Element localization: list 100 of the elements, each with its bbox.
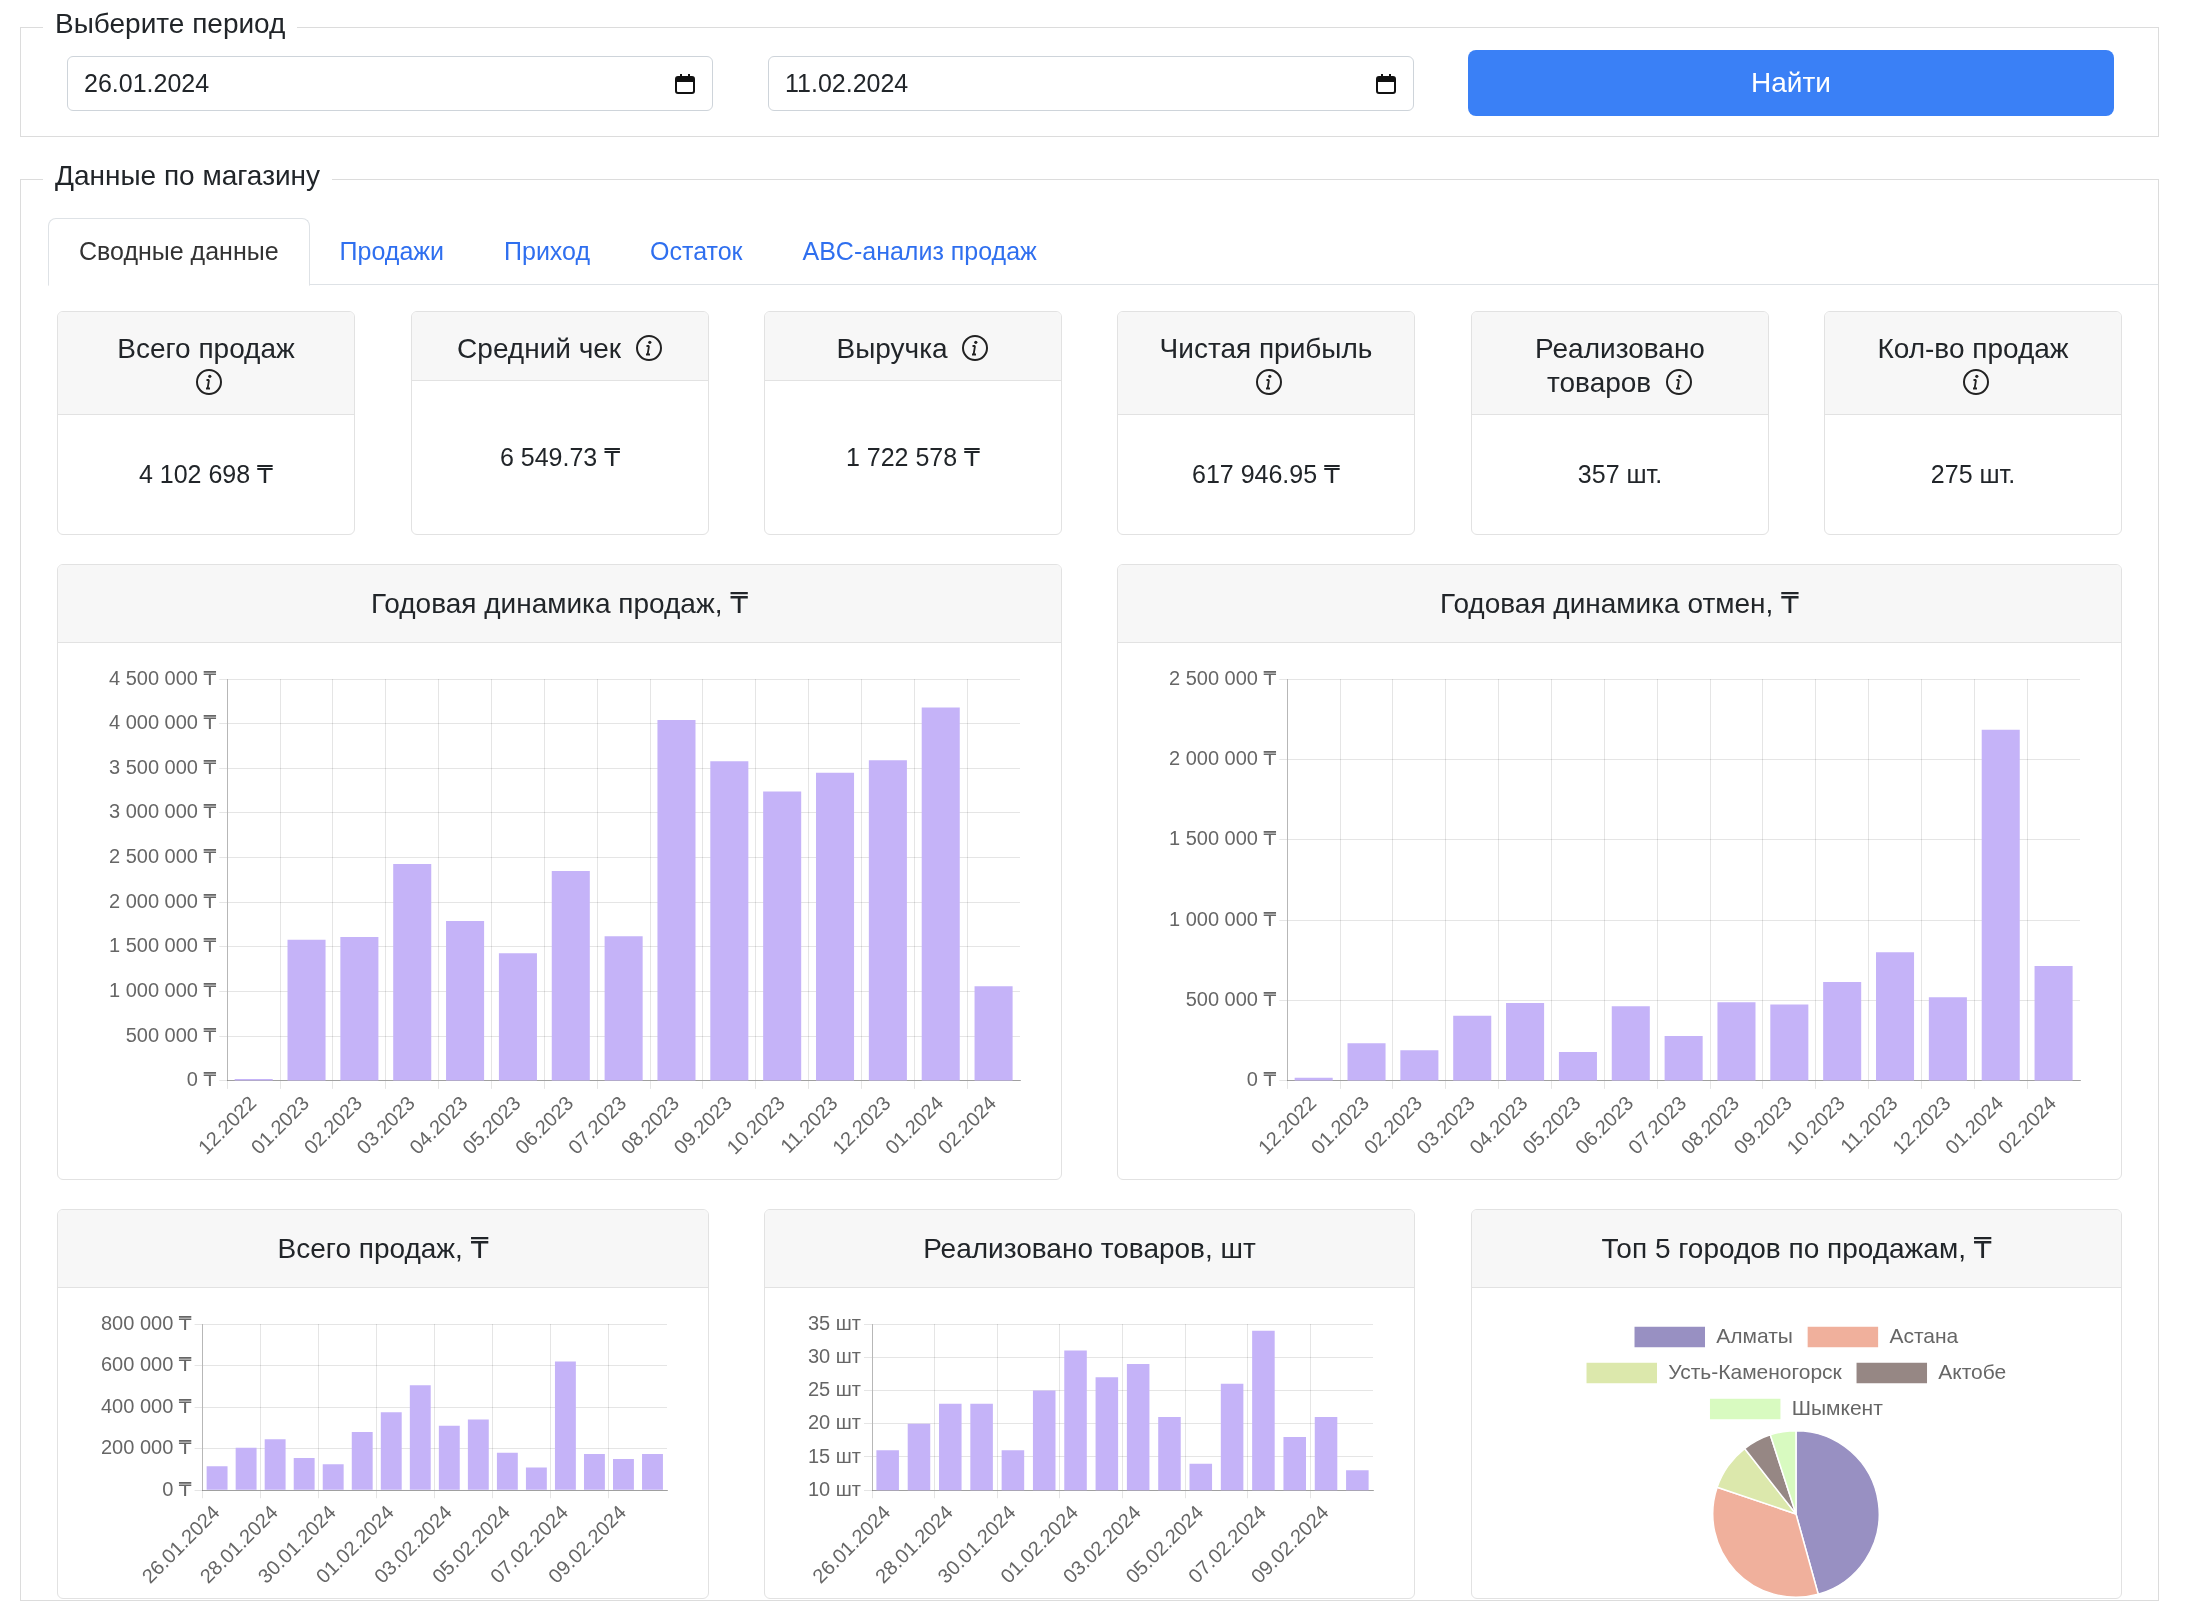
text: Выберите период xyxy=(43,8,298,40)
legend-label: Шымкент xyxy=(1791,1395,1884,1419)
chart-title: Топ 5 городов по продажам, ₸ xyxy=(1472,1210,2121,1288)
text: Продажи xyxy=(338,235,446,267)
y-tick-label: 500 000 ₸ xyxy=(125,1023,217,1046)
bar xyxy=(642,1453,663,1490)
text: 275 шт. xyxy=(1929,459,2017,490)
text: Данные по магазину xyxy=(43,160,333,192)
y-tick-label: 400 000 ₸ xyxy=(101,1394,192,1417)
bar xyxy=(921,707,960,1081)
chart-title: Всего продаж, ₸ xyxy=(58,1210,708,1288)
text: Кол-во продаж xyxy=(1877,333,2069,364)
bar xyxy=(438,1425,460,1490)
text: Сводные данные xyxy=(48,218,310,286)
bar xyxy=(1928,997,1967,1081)
bar xyxy=(496,1452,518,1490)
text: 4 102 698 ₸ xyxy=(137,459,275,490)
text: 1 722 578 ₸ xyxy=(844,442,982,473)
legend-label: Усть-Каменогорск xyxy=(1668,1359,1843,1383)
bar xyxy=(467,1419,489,1490)
y-tick-label: 20 шт xyxy=(807,1411,862,1434)
y-tick-label: 1 000 000 ₸ xyxy=(1168,907,1277,930)
y-tick-label: 1 000 000 ₸ xyxy=(108,979,217,1002)
legend-label: Астана xyxy=(1889,1323,1959,1347)
y-tick-label: 4 500 000 ₸ xyxy=(108,666,217,689)
bar xyxy=(604,936,643,1081)
y-tick-label: 800 000 ₸ xyxy=(101,1311,192,1334)
y-tick-label: 15 шт xyxy=(807,1444,862,1467)
y-tick-label: 0 ₸ xyxy=(162,1477,192,1500)
bar xyxy=(583,1453,605,1490)
text: Чистая прибыль xyxy=(1159,333,1373,364)
y-tick-label: 25 шт xyxy=(807,1378,862,1401)
bar xyxy=(393,863,432,1081)
bar xyxy=(380,1412,402,1490)
bar xyxy=(1611,1006,1650,1081)
y-tick-label: 35 шт xyxy=(807,1311,862,1334)
text: 6 549.73 ₸ xyxy=(498,442,622,473)
chart-title: Годовая динамика отмен, ₸ xyxy=(1118,565,2121,643)
bar xyxy=(1558,1051,1597,1081)
bar xyxy=(974,986,1013,1081)
bar xyxy=(409,1385,431,1490)
y-tick-label: 3 500 000 ₸ xyxy=(108,755,217,778)
bar xyxy=(1506,1002,1545,1081)
text: Приход xyxy=(503,235,592,267)
bar xyxy=(287,939,326,1081)
y-tick-label: 4 000 000 ₸ xyxy=(108,711,217,734)
chart-title: Реализовано товаров, шт xyxy=(765,1210,1414,1288)
text: Найти xyxy=(1468,50,2114,116)
bar xyxy=(613,1459,634,1490)
bar xyxy=(351,1432,373,1490)
bar xyxy=(1453,1015,1492,1081)
y-tick-label: 200 000 ₸ xyxy=(101,1436,192,1459)
bar xyxy=(1664,1035,1703,1081)
legend-label: Алматы xyxy=(1716,1323,1793,1347)
bar xyxy=(264,1439,286,1490)
bar xyxy=(2034,965,2073,1081)
y-tick-label: 2 000 000 ₸ xyxy=(108,889,217,912)
y-tick-label: 3 000 000 ₸ xyxy=(108,800,217,823)
y-tick-label: 1 500 000 ₸ xyxy=(1168,827,1277,850)
y-tick-label: 500 000 ₸ xyxy=(1185,988,1277,1011)
y-tick-label: 1 500 000 ₸ xyxy=(108,934,217,957)
bar xyxy=(322,1464,344,1490)
y-tick-label: 30 шт xyxy=(807,1344,862,1367)
text: Средний чек xyxy=(457,333,622,364)
bar xyxy=(1823,982,1862,1081)
bar xyxy=(1876,952,1915,1081)
y-tick-label: 0 ₸ xyxy=(186,1068,217,1091)
text: 617 946.95 ₸ xyxy=(1191,459,1341,490)
bar xyxy=(551,871,590,1081)
bar xyxy=(293,1458,315,1490)
bar xyxy=(763,791,802,1081)
legend-label: Актобе xyxy=(1938,1359,2007,1383)
bar xyxy=(235,1447,257,1490)
bar xyxy=(816,772,855,1081)
bar xyxy=(340,937,379,1081)
text: 26.01.2024 xyxy=(84,69,210,98)
bar xyxy=(1717,1002,1756,1081)
bar xyxy=(710,761,749,1081)
bar xyxy=(206,1466,228,1490)
y-tick-label: 10 шт xyxy=(807,1477,862,1500)
bar xyxy=(1981,729,2020,1081)
y-tick-label: 2 500 000 ₸ xyxy=(108,845,217,868)
text: Реализовано товаров xyxy=(1535,333,1705,398)
text: Остаток xyxy=(649,235,744,267)
text: Выручка xyxy=(836,333,948,364)
bar xyxy=(1770,1004,1809,1081)
y-tick-label: 2 500 000 ₸ xyxy=(1168,666,1277,689)
y-tick-label: 2 000 000 ₸ xyxy=(1168,746,1277,769)
y-tick-label: 0 ₸ xyxy=(1246,1068,1277,1091)
bar xyxy=(525,1467,547,1490)
bar xyxy=(657,720,696,1081)
text: ABC-анализ продаж xyxy=(801,235,1038,267)
text: 357 шт. xyxy=(1576,459,1664,490)
y-tick-label: 600 000 ₸ xyxy=(101,1353,192,1376)
bar xyxy=(868,760,907,1081)
bar xyxy=(498,953,537,1081)
text: Всего продаж xyxy=(117,333,295,364)
bar xyxy=(446,921,485,1081)
text: 11.02.2024 xyxy=(785,69,909,98)
bar xyxy=(1347,1043,1386,1081)
